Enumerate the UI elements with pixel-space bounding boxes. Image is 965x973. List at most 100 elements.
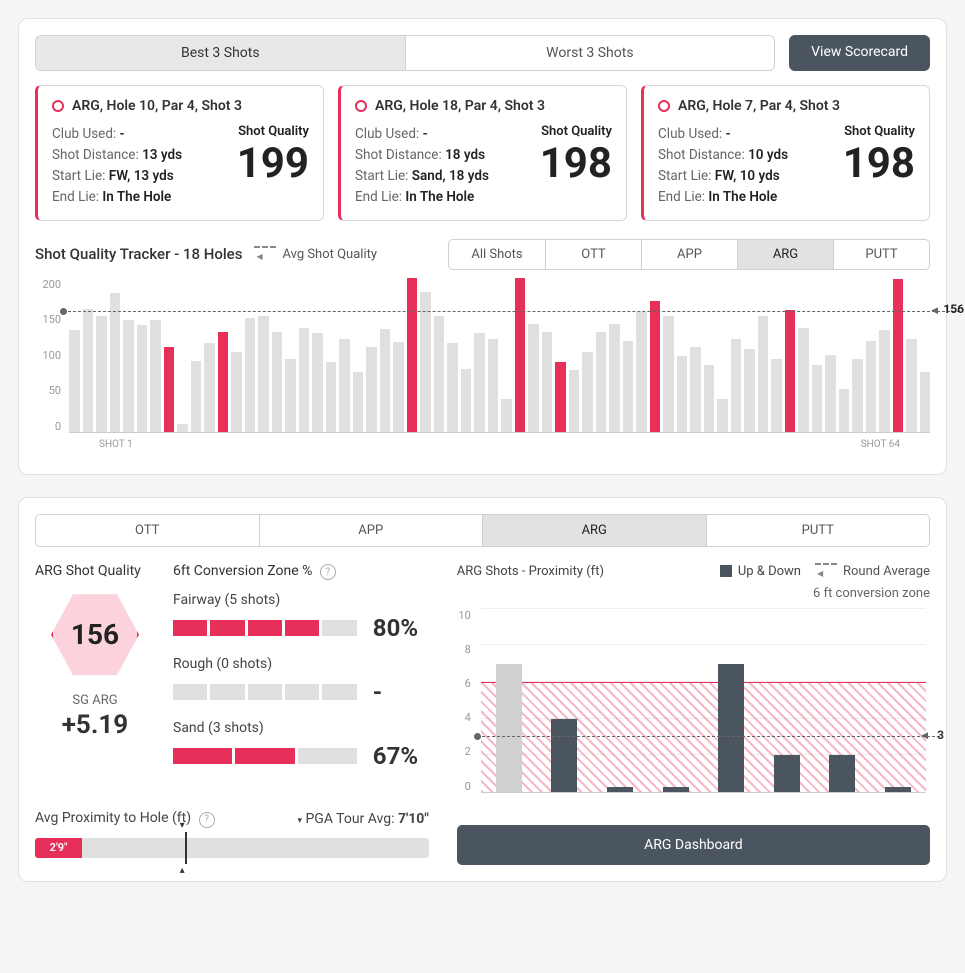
chart-bar[interactable] (906, 339, 917, 431)
chart-bar[interactable] (380, 329, 391, 432)
chart-bar[interactable] (920, 372, 931, 432)
chart-bar[interactable] (650, 301, 661, 432)
chart-bar[interactable] (852, 359, 863, 431)
shot-quality: Shot Quality 198 (843, 124, 915, 208)
bottom-tab-putt[interactable]: PUTT (706, 515, 930, 546)
filter-tab-ott[interactable]: OTT (545, 240, 641, 269)
chart-bar[interactable] (528, 324, 539, 432)
chart-bar[interactable] (785, 310, 796, 432)
chart-bar[interactable] (434, 316, 445, 432)
chart-bar[interactable] (69, 330, 80, 432)
chart-bar[interactable] (717, 399, 728, 431)
chart-bar[interactable] (677, 356, 688, 431)
segment-bar (173, 684, 357, 700)
proximity-bar[interactable] (551, 719, 577, 792)
chart-bar[interactable] (731, 339, 742, 431)
chart-bar[interactable] (353, 372, 364, 432)
chart-bar[interactable] (258, 316, 269, 432)
chart-bar[interactable] (366, 347, 377, 432)
chart-bar[interactable] (866, 341, 877, 432)
chart-bar[interactable] (636, 312, 647, 431)
bar-segment (248, 684, 282, 700)
chart-bar[interactable] (110, 293, 121, 432)
filter-tab-all-shots[interactable]: All Shots (449, 240, 545, 269)
chart-bar[interactable] (123, 320, 134, 432)
chart-bar[interactable] (299, 328, 310, 432)
chart-bar[interactable] (744, 349, 755, 432)
proximity-bar[interactable] (496, 664, 522, 792)
chart-bar[interactable] (501, 399, 512, 431)
filter-tab-arg[interactable]: ARG (737, 240, 833, 269)
chart-bar[interactable] (704, 365, 715, 431)
chart-bar[interactable] (893, 279, 904, 431)
shot-card[interactable]: ARG, Hole 18, Par 4, Shot 3 Club Used: -… (338, 85, 627, 221)
tab-best-shots[interactable]: Best 3 Shots (36, 36, 405, 70)
chart-bar[interactable] (326, 362, 337, 431)
chart-bar[interactable] (218, 332, 229, 432)
chart-bar[interactable] (393, 342, 404, 431)
chart-bar[interactable] (96, 316, 107, 432)
chart-bar[interactable] (555, 362, 566, 431)
chart-bar[interactable] (285, 359, 296, 432)
help-icon[interactable]: ? (320, 564, 336, 580)
proximity-bar[interactable] (829, 755, 855, 792)
proximity-bar[interactable] (607, 787, 633, 792)
filter-tab-putt[interactable]: PUTT (833, 240, 929, 269)
chart-bar[interactable] (663, 316, 674, 432)
chart-bar[interactable] (191, 361, 202, 432)
proximity-bar[interactable] (885, 787, 911, 792)
chart-bar[interactable] (407, 278, 418, 431)
chart-bar[interactable] (137, 325, 148, 431)
chart-bar[interactable] (798, 328, 809, 432)
chart-bar[interactable] (474, 333, 485, 432)
shot-card[interactable]: ARG, Hole 7, Par 4, Shot 3 Club Used: - … (641, 85, 930, 221)
chart-bar[interactable] (272, 332, 283, 432)
chart-bar[interactable] (447, 343, 458, 432)
chart-bar[interactable] (596, 332, 607, 432)
chart-bar[interactable] (312, 333, 323, 432)
view-scorecard-button[interactable]: View Scorecard (789, 35, 930, 71)
bottom-tab-app[interactable]: APP (259, 515, 483, 546)
chart-bar[interactable] (488, 339, 499, 431)
bottom-tab-ott[interactable]: OTT (36, 515, 259, 546)
proximity-bar[interactable] (663, 787, 689, 792)
proximity-bar[interactable] (774, 755, 800, 792)
bar-segment (248, 620, 282, 636)
chart-bar[interactable] (515, 278, 526, 432)
chart-bar[interactable] (609, 324, 620, 432)
proximity-bar[interactable] (718, 664, 744, 792)
tab-worst-shots[interactable]: Worst 3 Shots (405, 36, 775, 70)
chart-bar[interactable] (582, 352, 593, 432)
chart-bar[interactable] (758, 316, 769, 432)
dash-icon (254, 246, 276, 263)
chart-bar[interactable] (177, 424, 188, 432)
chart-bar[interactable] (245, 318, 256, 432)
chart-bar[interactable] (231, 352, 242, 432)
bar-segment (235, 748, 294, 764)
arg-dashboard-button[interactable]: ARG Dashboard (457, 825, 930, 865)
chart-bar[interactable] (839, 389, 850, 432)
legend-avg-shot-quality: Avg Shot Quality (254, 246, 377, 263)
chart-bar[interactable] (339, 339, 350, 431)
chart-bar[interactable] (771, 359, 782, 431)
help-icon[interactable]: ? (199, 812, 215, 828)
filter-tab-app[interactable]: APP (641, 240, 737, 269)
chart-bar[interactable] (83, 309, 94, 432)
chart-bar[interactable] (812, 365, 823, 431)
chart-bar[interactable] (825, 355, 836, 432)
prox-bars (481, 609, 926, 792)
shot-card[interactable]: ARG, Hole 10, Par 4, Shot 3 Club Used: -… (35, 85, 324, 221)
chart-bar[interactable] (542, 332, 553, 432)
chart-bars (69, 278, 930, 432)
chart-bar[interactable] (690, 347, 701, 432)
chart-bar[interactable] (461, 369, 472, 432)
chart-bar[interactable] (164, 347, 175, 432)
chart-bar[interactable] (569, 370, 580, 432)
chart-bar[interactable] (879, 330, 890, 432)
chart-bar[interactable] (420, 292, 431, 432)
dash-icon (815, 563, 837, 580)
chart-bar[interactable] (623, 341, 634, 432)
chart-bar[interactable] (150, 320, 161, 432)
bottom-tab-arg[interactable]: ARG (482, 515, 706, 546)
chart-bar[interactable] (204, 343, 215, 432)
